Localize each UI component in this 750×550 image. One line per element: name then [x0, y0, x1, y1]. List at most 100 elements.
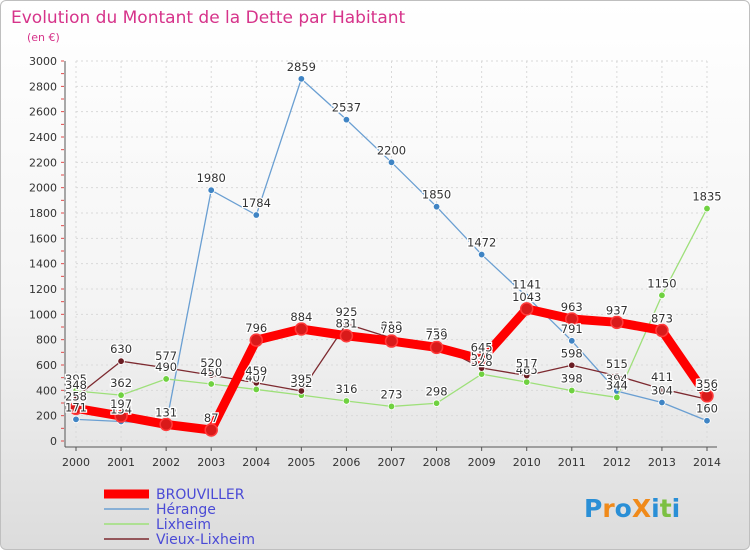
data-label-brouviller-2005: 884	[290, 310, 312, 324]
legend-label-brouviller: BROUVILLER	[156, 487, 245, 503]
data-point-brouviller-2000	[69, 401, 83, 416]
series-lines	[69, 75, 714, 437]
data-point-vieux-lixheim-2002	[162, 364, 170, 372]
data-label-h-range-2002: 132	[155, 405, 177, 419]
data-point-brouviller-2001	[114, 409, 128, 423]
y-tick-label-2600: 2600	[29, 106, 57, 119]
data-label-lixheim-2004: 407	[245, 370, 267, 384]
data-point-brouviller-2007	[384, 334, 399, 348]
data-label-vieux-lixheim-2007: 813	[381, 319, 403, 333]
data-label-lixheim-2000: 395	[65, 372, 87, 386]
data-label-brouviller-2014: 356	[696, 377, 718, 391]
data-label-vieux-lixheim-2010: 517	[516, 357, 538, 371]
data-point-lixheim-2008	[432, 399, 441, 407]
data-label-lixheim-2003: 450	[200, 365, 222, 379]
data-point-lixheim-2004	[252, 385, 260, 394]
proxiti-logo: ProXiti	[584, 494, 680, 523]
data-point-brouviller-2011	[565, 312, 579, 326]
data-point-h-range-2004	[252, 211, 260, 219]
data-point-lixheim-2006	[342, 397, 351, 405]
data-point-h-range-2008	[432, 202, 441, 211]
data-point-lixheim-2013	[658, 291, 666, 300]
data-label-brouviller-2011: 963	[561, 300, 583, 314]
y-tick-label-1600: 1600	[29, 232, 57, 245]
y-tick-label-2400: 2400	[29, 131, 57, 144]
x-tick-label-2012: 2012	[603, 456, 631, 469]
legend-label-vieux-lixheim: Vieux-Lixheim	[156, 532, 255, 548]
data-label-lixheim-2002: 490	[155, 360, 177, 374]
data-label-lixheim-2001: 362	[110, 376, 132, 390]
data-point-h-range-2009	[477, 250, 486, 259]
data-point-vieux-lixheim-2004	[252, 379, 260, 387]
data-point-lixheim-2003	[207, 380, 215, 388]
data-label-lixheim-2009: 528	[471, 355, 493, 369]
data-label-brouviller-2007: 789	[381, 322, 403, 336]
data-point-h-range-2005	[297, 75, 306, 83]
data-point-lixheim-2012	[613, 393, 621, 402]
data-label-vieux-lixheim-2006: 925	[335, 305, 357, 319]
x-tick-label-2001: 2001	[107, 456, 135, 469]
data-label-vieux-lixheim-2005: 395	[290, 372, 312, 386]
data-point-h-range-2010	[523, 292, 531, 301]
data-label-brouviller-2004: 796	[245, 321, 267, 335]
data-label-h-range-2007: 2200	[377, 143, 406, 157]
data-label-lixheim-2013: 1150	[647, 276, 676, 290]
y-tick-label-1200: 1200	[29, 283, 57, 296]
data-point-lixheim-2009	[477, 370, 486, 378]
data-label-brouviller-2006: 831	[335, 317, 357, 331]
data-label-brouviller-2000: 258	[65, 389, 87, 403]
data-point-lixheim-2014	[703, 204, 711, 213]
x-tick-label-2000: 2000	[62, 456, 90, 469]
data-point-vieux-lixheim-2012	[613, 372, 621, 380]
data-label-lixheim-2006: 316	[335, 382, 357, 396]
logo-letter: r	[602, 494, 615, 523]
data-point-vieux-lixheim-2000	[72, 393, 80, 401]
data-label-vieux-lixheim-2011: 598	[561, 346, 583, 360]
proxiti-logo-text: ProXiti	[584, 494, 680, 523]
data-point-brouviller-2012	[610, 315, 624, 330]
data-point-vieux-lixheim-2005	[297, 387, 306, 395]
data-point-brouviller-2006	[339, 328, 354, 343]
y-tick-label-600: 600	[36, 359, 57, 372]
data-point-brouviller-2010	[519, 302, 534, 316]
x-tick-label-2002: 2002	[152, 456, 180, 469]
axes-layer: 0 200 400 600 800 1000 1200 1400 1600 1800 2000 220…	[29, 55, 721, 469]
data-label-h-range-2005: 2859	[287, 60, 316, 74]
data-point-vieux-lixheim-2011	[568, 361, 576, 369]
data-label-h-range-2000: 171	[65, 400, 87, 414]
data-point-lixheim-2010	[523, 378, 531, 386]
data-label-lixheim-2014: 1835	[692, 190, 721, 204]
data-point-h-range-2006	[342, 115, 351, 124]
data-label-h-range-2014: 160	[696, 402, 718, 416]
data-point-brouviller-2013	[655, 323, 669, 338]
data-point-brouviller-2004	[249, 333, 264, 347]
data-label-vieux-lixheim-2003: 520	[200, 356, 222, 370]
chart-subtitle: (en €)	[27, 31, 60, 44]
x-tick-label-2005: 2005	[287, 456, 315, 469]
data-label-brouviller-2003: 87	[204, 411, 219, 425]
data-label-h-range-2003: 1980	[197, 171, 226, 185]
y-tick-label-1000: 1000	[29, 308, 57, 321]
data-point-vieux-lixheim-2006	[342, 320, 351, 328]
data-label-lixheim-2010: 465	[516, 363, 538, 377]
y-tick-label-400: 400	[36, 384, 57, 397]
y-tick-label-800: 800	[36, 334, 57, 347]
x-tick-label-2009: 2009	[468, 456, 496, 469]
y-tick-label-0: 0	[50, 435, 57, 448]
data-label-brouviller-2010: 1043	[512, 290, 541, 304]
data-point-brouviller-2003	[204, 423, 218, 437]
logo-letter: X	[632, 494, 651, 523]
data-point-brouviller-2008	[429, 340, 444, 355]
x-tick-label-2014: 2014	[693, 456, 721, 469]
data-label-lixheim-2007: 273	[381, 387, 403, 401]
data-point-h-range-2007	[387, 158, 396, 167]
data-label-vieux-lixheim-2008: 759	[426, 326, 448, 340]
data-point-lixheim-2002	[162, 375, 170, 383]
data-label-h-range-2006: 2537	[332, 101, 361, 115]
data-label-vieux-lixheim-2000: 348	[65, 378, 87, 392]
data-label-lixheim-2008: 298	[426, 384, 448, 398]
data-point-vieux-lixheim-2001	[117, 357, 125, 365]
data-point-h-range-2013	[658, 398, 666, 407]
y-tick-label-1400: 1400	[29, 258, 57, 271]
